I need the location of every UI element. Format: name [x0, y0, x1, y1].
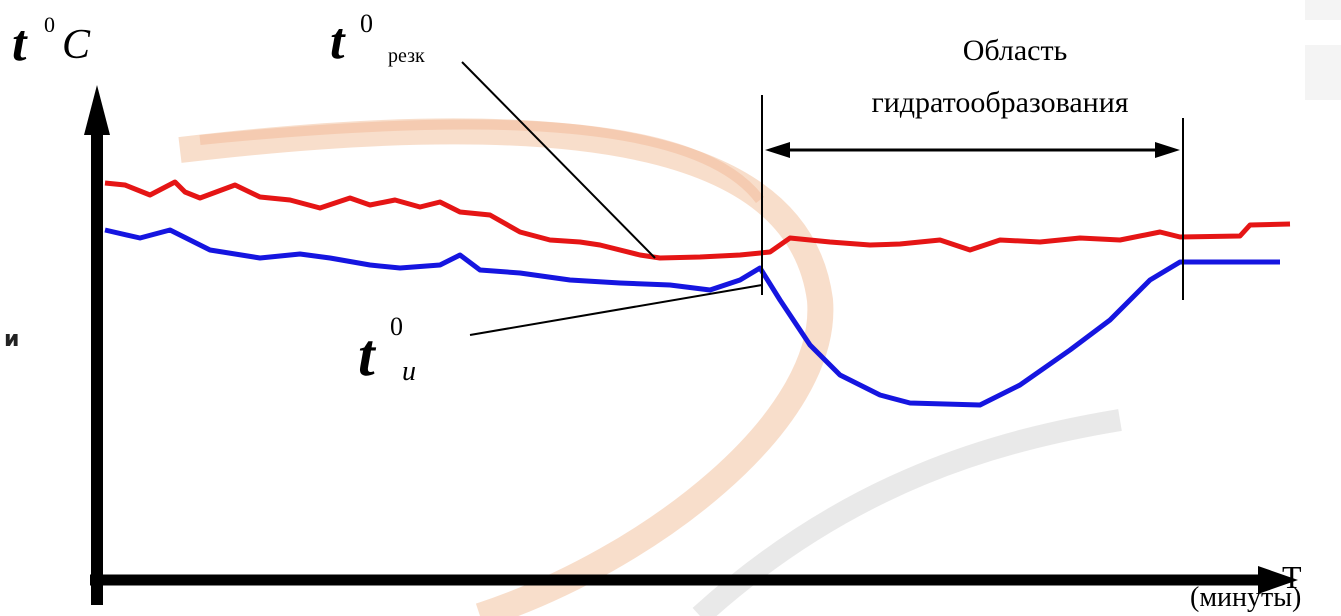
cutter-symbol: t: [330, 13, 346, 70]
cutter-superscript: 0: [360, 9, 373, 38]
background-swoosh: [180, 131, 820, 616]
background-box: [1305, 0, 1341, 20]
y-axis-superscript: 0: [44, 12, 55, 37]
tool-symbol: t: [358, 322, 377, 388]
leader-line: [462, 62, 655, 258]
arrow-head: [1155, 142, 1180, 158]
region-label: гидратообразования: [871, 86, 1128, 119]
leader-line: [470, 285, 762, 335]
y-axis-unit: C: [62, 22, 91, 68]
y-axis-arrow: [84, 85, 110, 135]
arrow-head: [765, 142, 790, 158]
cutter-temperature-curve: [105, 182, 1290, 258]
tool-superscript: 0: [390, 312, 403, 341]
x-axis-unit: (минуты): [1190, 582, 1301, 613]
cutter-subscript: резк: [388, 45, 425, 67]
side-text: и: [4, 327, 19, 352]
y-axis-symbol: t: [12, 15, 28, 72]
tool-subscript: и: [402, 356, 416, 387]
diagram: t 0 C t 0 резк t 0 и Область гидратообра…: [0, 0, 1341, 616]
region-label: Область: [963, 34, 1068, 67]
background-box: [1305, 45, 1341, 100]
